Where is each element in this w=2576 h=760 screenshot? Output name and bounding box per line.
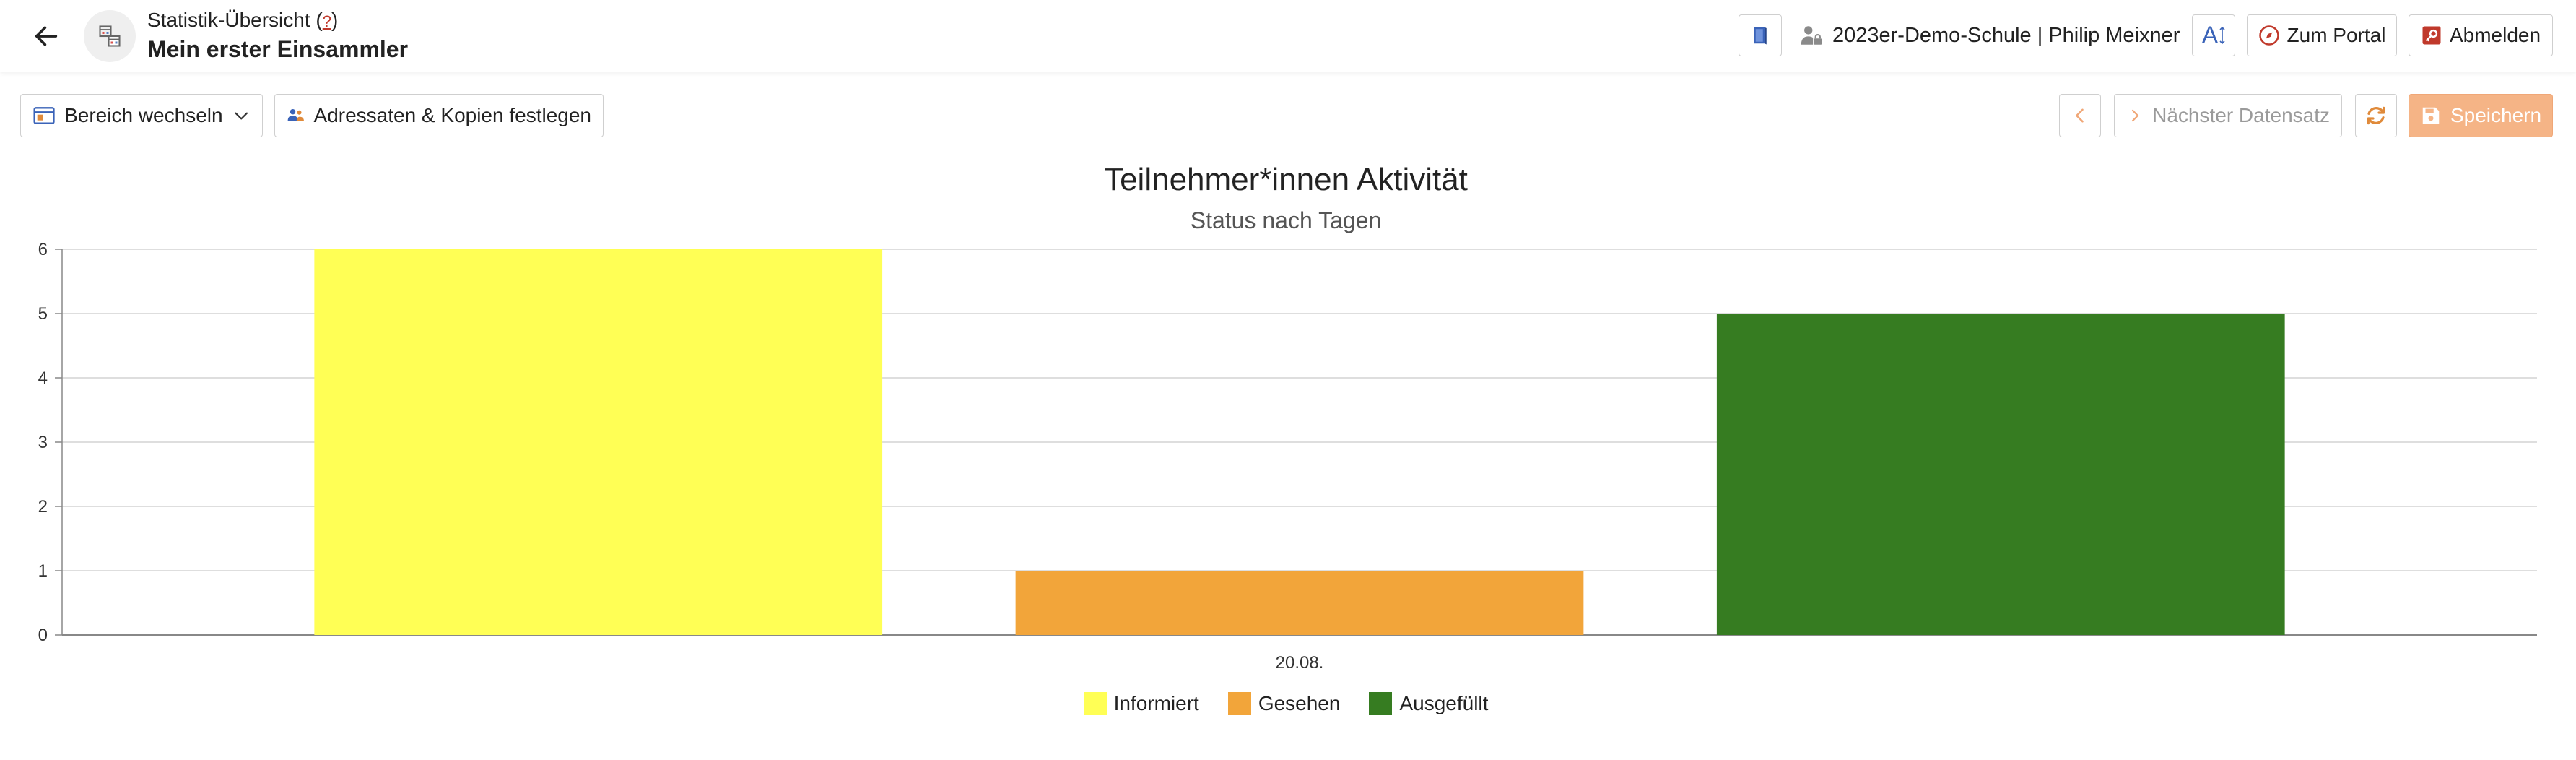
floppy-disk-icon (2422, 107, 2440, 124)
save-button[interactable]: Speichern (2409, 94, 2553, 137)
legend-label: Informiert (1113, 692, 1199, 714)
help-paren-close: ) (331, 9, 339, 31)
previous-record-button[interactable] (2059, 94, 2101, 137)
manual-button[interactable] (1739, 14, 1782, 56)
bar-informiert[interactable] (314, 249, 883, 635)
help-link[interactable]: ? (322, 12, 331, 30)
logout-key-icon (2422, 26, 2441, 45)
statistics-app-icon (84, 10, 136, 62)
help-paren: ( (316, 9, 323, 31)
chart-legend: Informiert Gesehen Ausgefüllt (0, 692, 2572, 715)
switch-area-label: Bereich wechseln (64, 104, 223, 126)
page-subtitle-text: Statistik-Übersicht (147, 9, 310, 31)
book-icon (1754, 27, 1767, 45)
arrow-left-icon (35, 26, 58, 46)
page-title: Mein erster Einsammler (147, 36, 409, 62)
refresh-button[interactable] (2355, 94, 2397, 137)
title-block: Statistik-Übersicht (?) Mein erster Eins… (147, 7, 408, 64)
next-record-button[interactable]: Nächster Datensatz (2114, 94, 2342, 137)
y-tick-label: 0 (38, 626, 48, 645)
chevron-down-icon (234, 112, 248, 120)
chevron-left-icon (2076, 108, 2084, 123)
y-tick-label: 1 (38, 561, 48, 581)
legend-label: Ausgefüllt (1399, 692, 1489, 714)
switch-area-dropdown[interactable]: Bereich wechseln (20, 94, 263, 137)
y-tick-label: 3 (38, 433, 48, 452)
back-button[interactable] (25, 14, 68, 58)
legend-swatch (1083, 692, 1107, 715)
resize-arrows-icon (2219, 26, 2225, 45)
user-label: 2023er-Demo-Schule | Philip Meixner (1832, 23, 2180, 47)
bar-ausgefüllt[interactable] (1716, 314, 2285, 635)
logout-button[interactable]: Abmelden (2409, 14, 2553, 56)
top-header: Statistik-Übersicht (?) Mein erster Eins… (0, 0, 2576, 72)
x-tick-label: 20.08. (1276, 653, 1324, 673)
bar-gesehen[interactable] (1015, 571, 1584, 635)
user-info: 2023er-Demo-Schule | Philip Meixner (1799, 14, 2180, 56)
user-lock-icon (1801, 26, 1822, 45)
chart-title: Teilnehmer*innen Aktivität (1104, 162, 1468, 197)
statistics-icon (99, 25, 121, 47)
compass-icon (2258, 25, 2279, 46)
legend-item[interactable]: Informiert (1083, 692, 1199, 715)
portal-button[interactable]: Zum Portal (2247, 14, 2397, 56)
font-size-label: A (2201, 21, 2219, 49)
y-tick-label: 5 (38, 304, 48, 324)
y-tick-label: 6 (38, 240, 48, 259)
legend-swatch (1369, 692, 1393, 715)
portal-label: Zum Portal (2286, 24, 2386, 46)
save-label: Speichern (2450, 104, 2542, 126)
chart-subtitle: Status nach Tagen (1190, 207, 1382, 233)
next-record-label: Nächster Datensatz (2152, 104, 2330, 126)
font-size-button[interactable]: A (2192, 14, 2235, 56)
legend-item[interactable]: Ausgefüllt (1369, 692, 1488, 715)
refresh-icon (2367, 106, 2385, 125)
logout-label: Abmelden (2449, 24, 2541, 46)
bar-chart: 0 1 2 3 4 5 6 20.08. (38, 240, 2537, 673)
page-subtitle: Statistik-Übersicht (?) (147, 7, 408, 35)
y-tick-label: 2 (38, 497, 48, 517)
legend-swatch (1227, 692, 1251, 715)
y-tick-label: 4 (38, 368, 48, 388)
recipients-button[interactable]: Adressaten & Kopien festlegen (274, 94, 604, 137)
legend-item[interactable]: Gesehen (1227, 692, 1341, 715)
users-icon (287, 108, 304, 121)
recipients-label: Adressaten & Kopien festlegen (313, 104, 591, 126)
window-icon (33, 107, 55, 124)
chevron-right-icon (2131, 109, 2139, 122)
legend-label: Gesehen (1258, 692, 1341, 714)
